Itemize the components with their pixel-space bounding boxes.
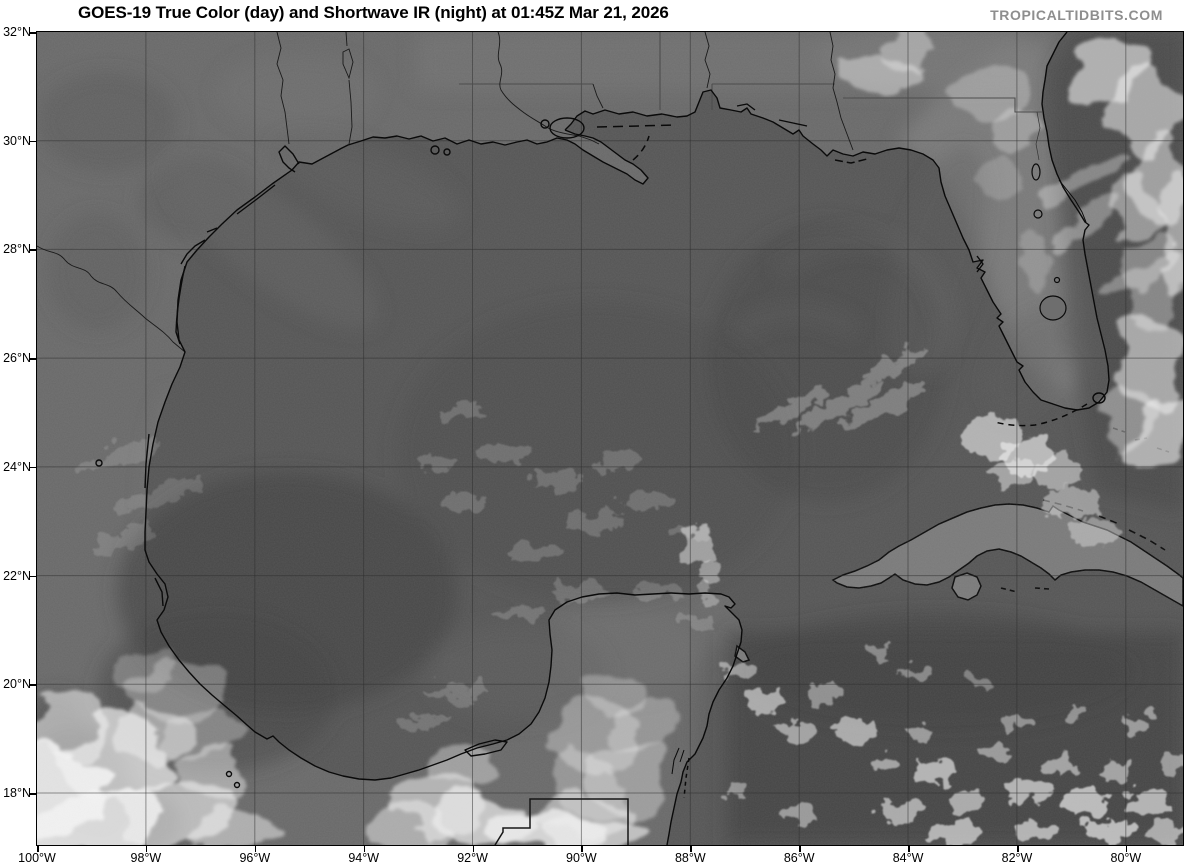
lon-tick	[690, 845, 692, 852]
sabine-river	[342, 32, 354, 145]
chetumal-bay	[671, 747, 685, 775]
lat-tick-label: 32°N	[3, 25, 31, 39]
pensacola-bays	[736, 103, 984, 273]
apalachicola-barrier	[834, 158, 868, 164]
lon-tick	[363, 845, 366, 852]
satellite-image	[37, 32, 1183, 845]
mobile-river	[704, 32, 711, 89]
lat-tick	[29, 358, 37, 360]
apalachicola-river	[829, 32, 854, 151]
laguna-barriers-mexico	[144, 433, 164, 607]
lon-tick-label: 100°W	[18, 851, 56, 865]
st-johns-river	[1035, 111, 1041, 161]
florida-lakes	[1031, 163, 1067, 321]
lon-tick-label: 88°W	[674, 851, 706, 865]
lake-maurepas	[540, 119, 550, 129]
lon-tick	[472, 845, 475, 852]
lat-tick	[29, 575, 37, 578]
lat-tick	[29, 466, 37, 469]
barrier-islands	[596, 124, 1088, 799]
lat-tick	[29, 793, 37, 795]
lon-tick-label: 82°W	[1001, 851, 1033, 865]
lat-tick	[29, 140, 37, 143]
lat-tick-label: 26°N	[3, 351, 31, 366]
mississippi-sound-islands	[596, 124, 678, 128]
lon-tick	[908, 845, 910, 852]
coastlines	[95, 32, 1110, 845]
lake-pontchartrain	[549, 117, 585, 139]
watermark: TROPICALTIDBITS.COM	[990, 7, 1163, 23]
lat-tick-label: 28°N	[3, 242, 31, 257]
lon-tick	[799, 845, 801, 852]
biscayne-bay	[1092, 392, 1106, 404]
state-borders	[459, 32, 1042, 113]
lat-tick-label: 20°N	[3, 677, 31, 692]
rivers	[37, 32, 1041, 353]
mississippi-river	[497, 32, 600, 145]
lat-tick-label: 24°N	[3, 459, 31, 474]
lon-tick	[1125, 845, 1128, 852]
lon-tick-label: 84°W	[892, 851, 924, 865]
lon-tick	[145, 845, 148, 852]
lake-okeechobee	[1039, 295, 1067, 321]
lon-tick	[1017, 845, 1019, 852]
canaveral-lagoon	[1058, 179, 1087, 223]
lat-tick-label: 30°N	[3, 133, 31, 148]
laguna-terminos	[464, 739, 508, 757]
lat-tick	[29, 32, 37, 34]
lat-tick	[29, 249, 37, 251]
lon-tick-label: 92°W	[457, 851, 488, 865]
page-title: GOES-19 True Color (day) and Shortwave I…	[78, 3, 669, 22]
lon-tick-label: 98°W	[130, 851, 162, 865]
graticule	[37, 32, 1183, 845]
lon-tick-label: 86°W	[783, 851, 815, 865]
belize-cays	[683, 757, 690, 799]
texas-bays	[175, 184, 276, 345]
country-borders	[494, 798, 629, 845]
lon-tick	[254, 845, 257, 852]
lon-tick-label: 94°W	[348, 851, 380, 865]
coastline-delta-west-gulf	[144, 129, 743, 845]
lon-tick	[37, 845, 39, 852]
lon-tick-label: 80°W	[1110, 851, 1142, 865]
galveston-bay	[278, 145, 300, 173]
coastline-florida-northgulf	[564, 32, 1110, 411]
lon-tick-label: 96°W	[239, 851, 271, 865]
pearl-river	[592, 83, 604, 109]
lat-tick-label: 22°N	[3, 568, 31, 583]
lat-tick	[29, 684, 37, 686]
chandeleur-islands	[632, 135, 650, 161]
satellite-map	[36, 31, 1184, 846]
lon-tick	[581, 845, 583, 852]
sensor-grain	[37, 32, 1183, 845]
rio-grande	[37, 245, 186, 353]
florida-keys	[994, 403, 1088, 427]
trinity-river	[276, 32, 290, 145]
lat-tick-label: 18°N	[3, 786, 31, 800]
lon-tick-label: 90°W	[566, 851, 597, 865]
